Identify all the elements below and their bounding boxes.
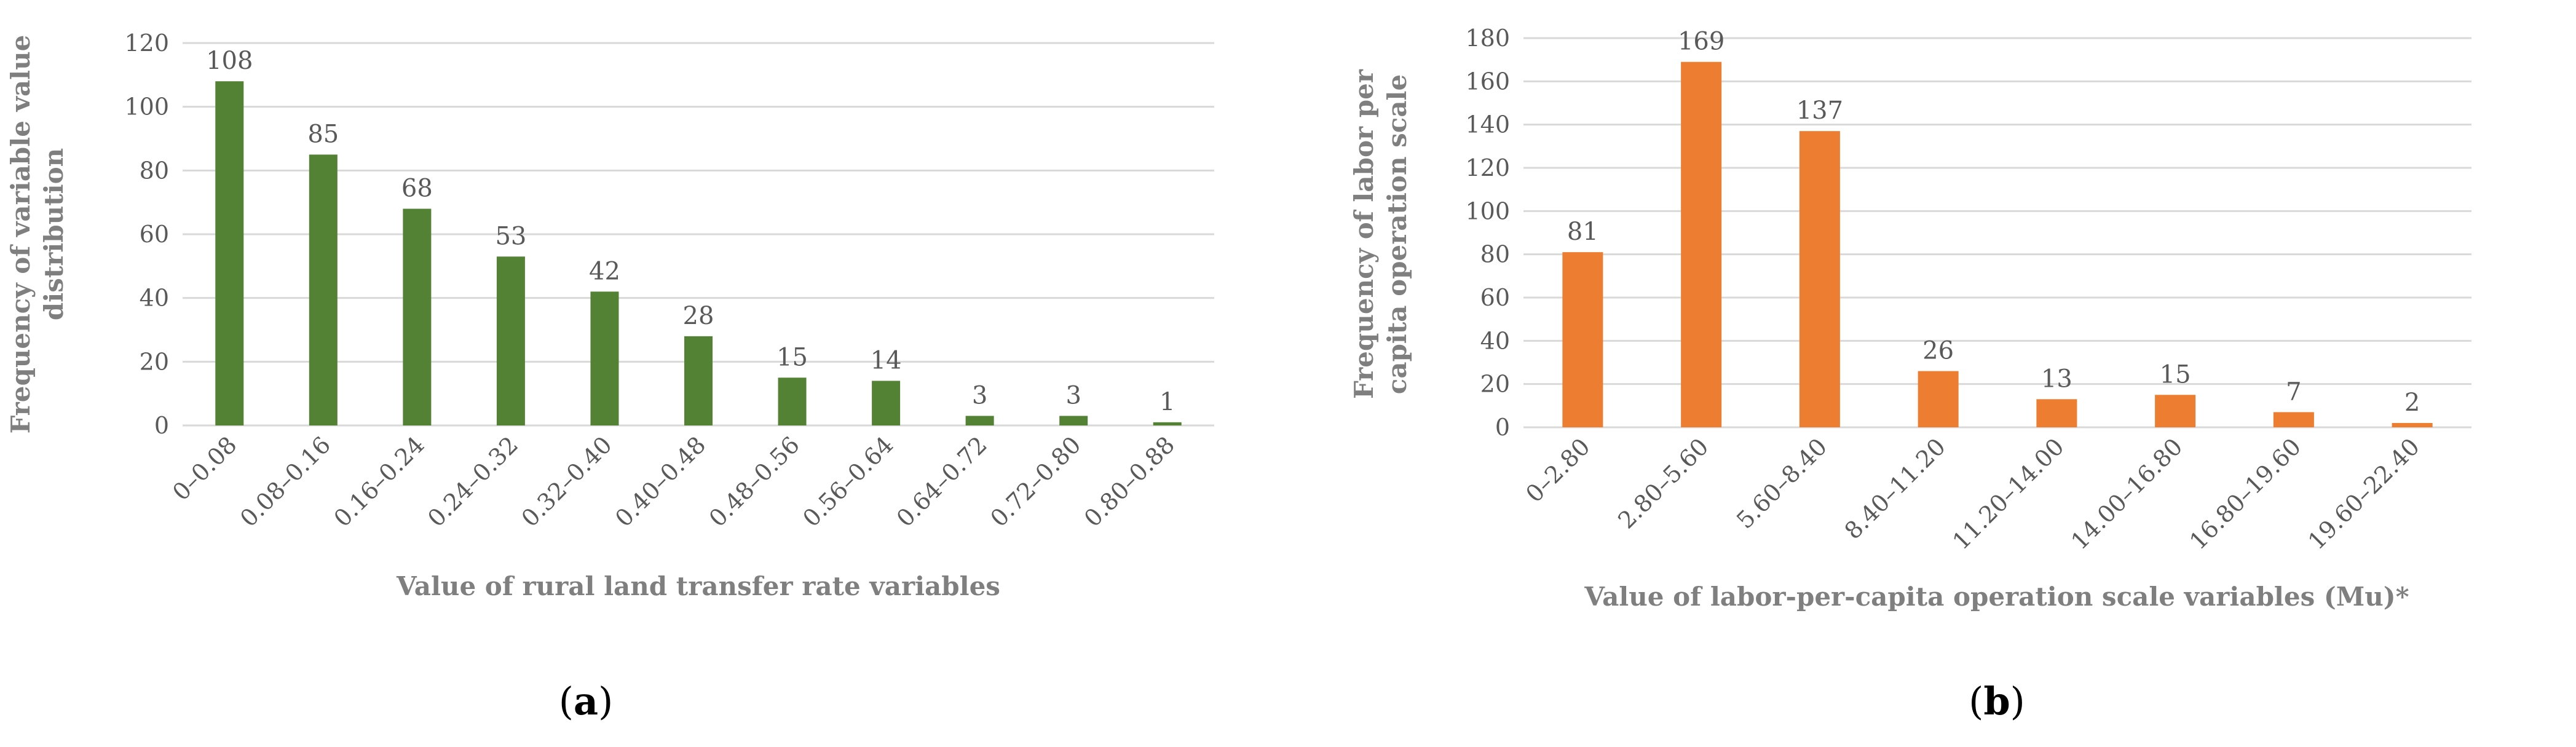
- chart-1-y-tick-label: 20: [140, 348, 169, 375]
- chart-1-data-label: 14: [871, 346, 902, 374]
- chart-1-y-axis-title-line: Frequency of variable value: [6, 35, 36, 434]
- chart-1-y-tick-label: 120: [124, 30, 169, 57]
- chart-1-data-label: 42: [589, 257, 620, 285]
- chart-2-bar: [2155, 395, 2196, 427]
- chart-1-data-label: 68: [401, 175, 433, 203]
- chart-1-data-label: 3: [972, 381, 987, 409]
- chart-2-bar: [1918, 371, 1959, 427]
- chart-1-bar: [1153, 422, 1182, 425]
- chart-1-panel-label-part: a: [574, 679, 598, 724]
- chart-2-x-tick-label: 8.40–11.20: [1839, 433, 1951, 544]
- chart-2-y-tick-label: 140: [1465, 111, 1510, 138]
- chart-2-y-tick-label: 80: [1480, 241, 1510, 268]
- chart-2-data-label: 169: [1678, 28, 1725, 56]
- chart-2-panel-label-part: (: [1969, 679, 1983, 724]
- chart-1-y-axis-title: Frequency of variable value distribution: [6, 35, 69, 434]
- chart-1-x-tick-label: 0.24–0.32: [422, 431, 523, 532]
- chart-1-y-tick-label: 0: [154, 412, 169, 439]
- chart-1-bar: [684, 336, 713, 425]
- chart-1-x-tick-label: 0.32–0.40: [516, 431, 617, 532]
- chart-2-data-label: 26: [1922, 337, 1954, 365]
- chart-2-bar: [1562, 252, 1603, 427]
- chart-1-data-label: 85: [307, 120, 339, 148]
- chart-1-panel-label-part: (: [559, 679, 574, 724]
- chart-1-x-tick-label: 0.80–0.88: [1079, 431, 1180, 532]
- chart-2-x-tick-label: 0–2.80: [1520, 433, 1595, 507]
- chart-1-bar: [965, 416, 994, 425]
- chart-1-bar: [309, 154, 338, 425]
- chart-1-bar: [496, 256, 525, 425]
- chart-1-x-tick-label: 0.16–0.24: [329, 431, 430, 532]
- chart-2-x-tick-label: 14.00–16.80: [2066, 433, 2187, 555]
- chart-1-bar: [1059, 416, 1088, 425]
- chart-1-bar: [403, 208, 432, 425]
- chart-2-y-axis-title: Frequency of labor per capita operation s…: [1349, 69, 1412, 399]
- chart-1-panel-label-part: ): [598, 679, 613, 724]
- chart-1-data-label: 3: [1065, 381, 1081, 409]
- chart-1-x-tick-label: 0.40–0.48: [610, 431, 711, 532]
- chart-2-bar: [2036, 399, 2077, 427]
- chart-2-y-tick-label: 180: [1465, 25, 1510, 52]
- chart-2-y-axis-title-line: Frequency of labor per: [1349, 69, 1379, 399]
- chart-1-bar: [872, 381, 901, 425]
- chart-1-data-label: 28: [683, 302, 714, 330]
- chart-1-data-label: 1: [1160, 388, 1175, 416]
- chart-1-x-tick-label: 0–0.08: [167, 431, 242, 505]
- chart-2-bar: [1799, 131, 1840, 427]
- chart-1-data-label: 15: [776, 343, 808, 371]
- chart-2-data-label: 13: [2041, 365, 2072, 393]
- chart-1-x-axis-title: Value of rural land transfer rate variab…: [396, 571, 1000, 601]
- chart-2-panel-label-part: ): [2010, 679, 2025, 724]
- chart-2-y-tick-label: 160: [1465, 68, 1510, 95]
- chart-2-bar: [1681, 61, 1722, 427]
- chart-1-panel-label: (a): [559, 679, 614, 724]
- chart-1-bar: [778, 377, 807, 425]
- chart-2-bar: [2273, 412, 2314, 427]
- chart-2-x-tick-label: 2.80–5.60: [1613, 433, 1713, 534]
- chart-2-panel-label: (b): [1969, 679, 2025, 724]
- chart-1-x-tick-label: 0.72–0.80: [985, 431, 1086, 532]
- chart-1-bar: [590, 291, 619, 425]
- chart-2-y-tick-label: 0: [1495, 414, 1510, 441]
- chart-2-y-axis-title-line: capita operation scale: [1382, 74, 1412, 394]
- chart-2-y-tick-label: 120: [1465, 154, 1510, 181]
- chart-2-y-tick-label: 20: [1480, 371, 1510, 398]
- chart-1-y-tick-label: 60: [140, 221, 169, 248]
- chart-2-x-tick-label: 5.60–8.40: [1731, 433, 1832, 534]
- chart-1-data-label: 108: [206, 47, 253, 75]
- chart-1-x-tick-label: 0.64–0.72: [891, 431, 992, 532]
- chart-2-bar: [2392, 422, 2433, 427]
- chart-2-y-tick-label: 60: [1480, 284, 1510, 311]
- chart-2-x-axis-title: Value of labor-per-capita operation scal…: [1584, 582, 2409, 612]
- chart-1-y-tick-label: 80: [140, 157, 169, 184]
- chart-2-y-tick-label: 100: [1465, 197, 1510, 224]
- chart-1-x-tick-label: 0.08–0.16: [235, 431, 336, 532]
- chart-2-x-tick-label: 19.60–22.40: [2303, 433, 2425, 555]
- chart-1-y-tick-label: 40: [140, 285, 169, 312]
- chart-1-data-label: 53: [495, 222, 526, 250]
- chart-1-x-tick-label: 0.56–0.64: [797, 431, 898, 532]
- chart-2-panel-label-part: b: [1983, 679, 2010, 724]
- chart-2-x-tick-label: 16.80–19.60: [2184, 433, 2306, 555]
- chart-1-x-tick-label: 0.48–0.56: [704, 431, 805, 532]
- chart-2-data-label: 81: [1567, 218, 1598, 246]
- chart-1-y-tick-label: 100: [124, 93, 169, 121]
- chart-1-y-axis-title-line: distribution: [39, 148, 69, 320]
- chart-2-y-tick-label: 40: [1480, 327, 1510, 354]
- chart-2-data-label: 15: [2160, 360, 2191, 389]
- chart-2-data-label: 7: [2286, 377, 2301, 406]
- chart-1-bar: [215, 81, 244, 425]
- chart-2-data-label: 137: [1796, 97, 1843, 125]
- chart-2-data-label: 2: [2404, 389, 2420, 417]
- chart-2-x-tick-label: 11.20–14.00: [1947, 433, 2069, 555]
